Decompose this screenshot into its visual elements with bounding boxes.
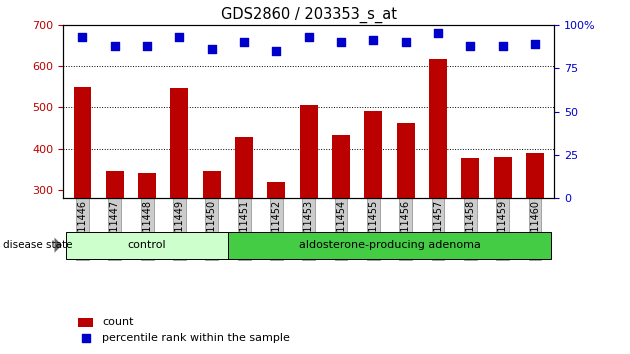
Point [77,34,88,40]
Point [466,43,476,48]
Bar [74,87,91,314]
Bar [171,87,188,314]
Point [239,39,249,45]
Point [304,34,314,40]
Point [81,335,91,341]
Title: GDS2860 / 203353_s_at: GDS2860 / 203353_s_at [220,7,397,23]
Text: count: count [102,318,134,327]
Bar [494,157,512,314]
Bar [228,232,551,259]
Polygon shape [55,238,62,253]
Point [401,39,411,45]
Bar [203,171,220,314]
Bar [461,158,479,314]
Bar [138,173,156,314]
Point [336,39,346,45]
Bar [300,105,318,314]
Bar [78,318,93,327]
Bar [106,171,123,314]
Text: percentile rank within the sample: percentile rank within the sample [102,333,290,343]
Point [530,41,540,47]
Point [110,43,120,48]
Point [369,38,379,43]
Text: aldosterone-producing adenoma: aldosterone-producing adenoma [299,240,481,250]
Bar [397,123,415,314]
Bar [235,137,253,314]
Text: control: control [128,240,166,250]
Bar [365,111,382,314]
Bar [268,182,285,314]
Point [498,43,508,48]
Bar [429,59,447,314]
Point [175,34,185,40]
Point [207,46,217,52]
Point [142,43,152,48]
Bar [66,232,228,259]
Text: disease state: disease state [3,240,72,250]
Bar [332,136,350,314]
Point [272,48,282,53]
Point [433,30,443,36]
Bar [526,153,544,314]
